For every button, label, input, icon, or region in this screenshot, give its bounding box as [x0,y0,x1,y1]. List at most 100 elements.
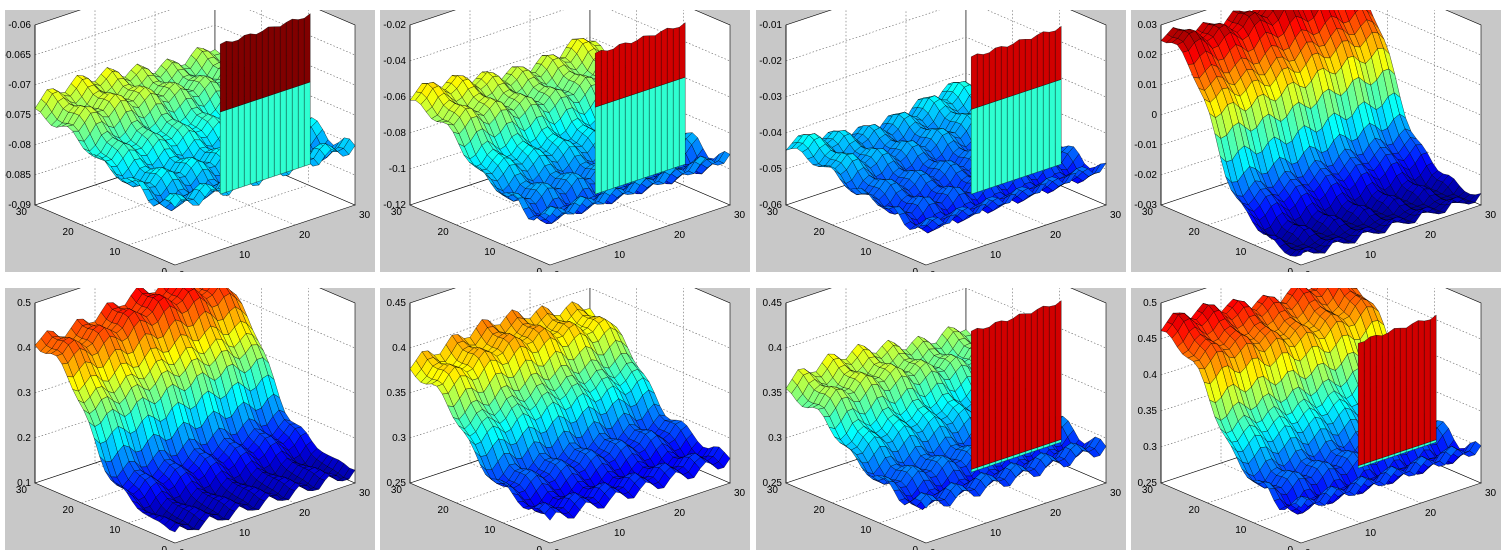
surface-facet [343,467,356,480]
y-tick-label: 0 [161,267,167,272]
ridge-upper-facet [607,48,614,104]
surface-plot-3: -0.01-0.02-0.03-0.04-0.05-0.060102030010… [756,10,1126,272]
surface-facet [1094,162,1107,174]
z-tick-label: 0.03 [1138,20,1158,31]
ridge-upper-facet [268,26,275,97]
surface-plot-6: 0.450.40.350.30.2501020300102030 [380,288,750,550]
z-tick-label: -0.09 [8,200,31,211]
ridge-upper-facet [274,26,281,95]
y-tick-label: 10 [109,525,121,536]
ridge-upper-facet [292,18,299,89]
z-tick-label: -0.06 [8,20,31,31]
z-tick-label: 0.35 [387,388,407,399]
ridge-upper-facet [619,42,626,100]
ridge-upper-facet [1001,46,1008,100]
x-tick-label: 20 [1425,230,1437,241]
ridge-lower-facet [274,91,281,177]
y-tick-label: 10 [860,247,872,258]
z-tick-label: 0 [1151,110,1157,121]
ridge-upper-facet [304,13,311,85]
x-tick-label: 30 [1485,210,1497,221]
ridge-upper-facet [1043,31,1050,86]
ridge-upper-facet [250,33,257,103]
ridge-lower-facet [643,88,650,179]
surface-plot-svg: 0.450.40.350.30.2501020300102030 [763,288,1122,550]
z-tick-label: -0.03 [1134,200,1157,211]
ridge-upper-facet [649,35,656,90]
surface-plot-5: 0.50.40.30.20.101020300102030 [5,288,375,550]
y-grid-line [128,10,309,246]
z-tick-label: -0.02 [1134,170,1157,181]
y-tick-label: 20 [63,505,75,516]
surface-plot-svg: -0.01-0.02-0.03-0.04-0.05-0.060102030010… [759,10,1122,272]
z-tick-label: -0.12 [383,200,406,211]
z-tick-label: -0.085 [5,170,31,181]
z-tick-label: 0.25 [387,478,407,489]
x-tick-label: 10 [990,250,1002,261]
ridge-lower-facet [601,102,608,193]
z-tick-label: 0.5 [17,298,31,309]
ridge-lower-facet [607,100,614,191]
surface-facet [718,151,731,164]
ridge-upper-facet [643,35,650,92]
surface-facet [1469,193,1482,203]
ridge-lower-facet [1043,83,1050,171]
ridge-upper-facet [637,35,644,94]
surface-plot-svg: -0.02-0.04-0.06-0.08-0.1-0.1201020300102… [383,10,746,272]
surface-facet [199,288,204,290]
z-tick-label: 0.01 [1138,80,1158,91]
ridge-upper-facet [1037,31,1044,88]
z-tick-label: -0.08 [383,128,406,139]
ridge-lower-facet [1013,93,1020,181]
ridge-lower-facet [673,78,680,169]
y-tick-label: 30 [16,485,28,496]
y-tick-label: 10 [1235,247,1247,258]
ridge-lower-facet [649,86,656,177]
ridge-lower-facet [280,89,287,175]
ridge-upper-facet [679,22,686,80]
x-tick-label: 0 [554,270,560,272]
z-tick-label: 0.2 [17,433,31,444]
surface-ridge [595,22,686,195]
ridge-lower-facet [1025,89,1032,177]
ridge-upper-facet [625,42,632,98]
surface-mesh [1160,10,1482,257]
ridge-upper-facet [661,27,668,86]
y-tick-label: 20 [1189,227,1201,238]
surface-mesh [409,301,731,521]
ridge-lower-facet [256,97,263,183]
z-tick-label: 0.45 [387,298,407,309]
x-tick-label: 0 [179,270,185,272]
ridge-upper-facet [256,31,263,101]
surface-plot-2: -0.02-0.04-0.06-0.08-0.1-0.1201020300102… [380,10,750,272]
ridge-lower-facet [1037,85,1044,173]
ridge-upper-facet [613,44,620,102]
y-tick-label: 20 [438,227,450,238]
ridge-upper-facet [983,52,990,106]
x-tick-label: 30 [359,488,371,499]
surface-ridge [971,25,1062,195]
x-tick-label: 20 [1050,230,1062,241]
surface-plot-1: -0.06-0.065-0.07-0.075-0.08-0.085-0.0901… [5,10,375,272]
z-tick-label: -0.075 [5,110,31,121]
y-tick-label: 30 [1142,207,1154,218]
ridge-lower-facet [238,103,245,189]
ridge-upper-facet [1055,25,1062,82]
ridge-upper-facet [1049,30,1056,84]
ridge-lower-facet [244,101,251,187]
surface-plot-7: 0.450.40.350.30.2501020300102030 [756,288,1126,550]
y-tick-label: 10 [484,247,496,258]
surface-plot-svg: 0.030.020.010-0.01-0.02-0.03010203001020… [1134,10,1497,272]
ridge-lower-facet [262,95,269,181]
x-tick-label: 30 [734,210,746,221]
ridge-upper-facet [655,31,662,88]
ridge-lower-facet [983,103,990,191]
ridge-lower-facet [250,99,257,185]
ridge-lower-facet [655,84,662,175]
ridge-lower-facet [226,107,233,193]
ridge-lower-facet [977,105,984,193]
ridge-upper-facet [1031,34,1038,90]
ridge-lower-facet [1049,81,1056,169]
z-tick-label: -0.02 [759,56,782,67]
ridge-lower-facet [595,104,602,195]
